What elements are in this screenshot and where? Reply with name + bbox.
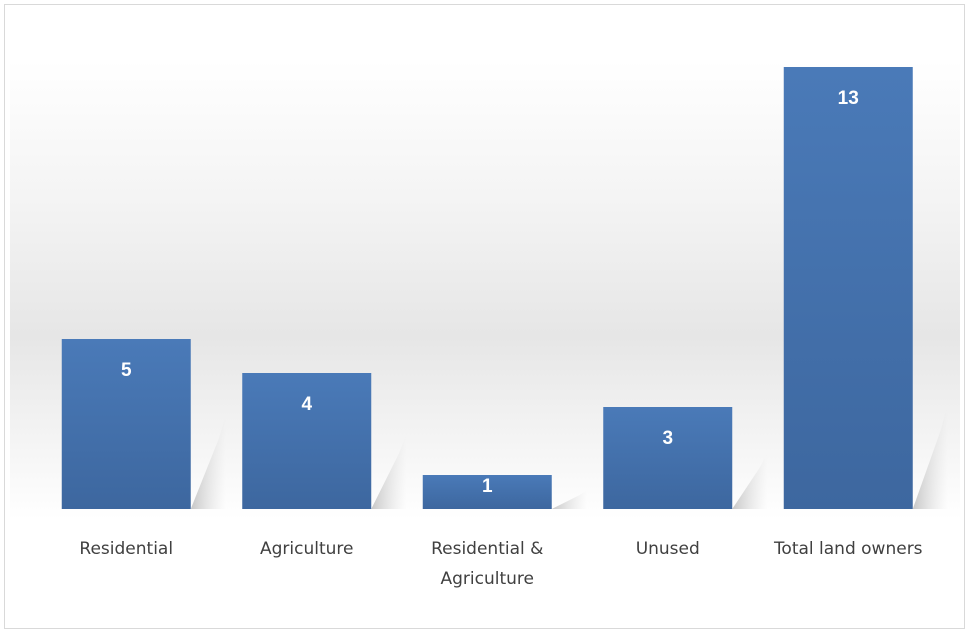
- category-label: Total land owners: [773, 539, 923, 559]
- bar: [422, 475, 552, 509]
- bar-value-label: 13: [838, 88, 859, 109]
- bar: [242, 373, 372, 509]
- bar-shadow: [551, 490, 587, 509]
- bars: [61, 67, 913, 509]
- bar-value-label: 5: [121, 360, 132, 381]
- bar: [61, 339, 191, 509]
- bar-value-label: 3: [662, 428, 673, 449]
- category-label: Residential: [79, 539, 173, 559]
- bar: [603, 407, 733, 509]
- bar-shadow: [912, 404, 948, 509]
- bar-shadow: [371, 434, 407, 509]
- category-label: Residential & Agriculture: [431, 539, 543, 589]
- bar-value-label: 1: [482, 476, 493, 497]
- category-label: Unused: [636, 539, 700, 559]
- bar-shadows: [190, 404, 948, 509]
- bar-value-label: 4: [301, 394, 312, 415]
- category-label: Agriculture: [260, 539, 354, 559]
- bar-shadow: [190, 415, 226, 509]
- bar: [783, 67, 913, 509]
- category-labels: Residential Agriculture Residential & Agric…: [79, 539, 922, 589]
- bar-shadow: [732, 452, 768, 509]
